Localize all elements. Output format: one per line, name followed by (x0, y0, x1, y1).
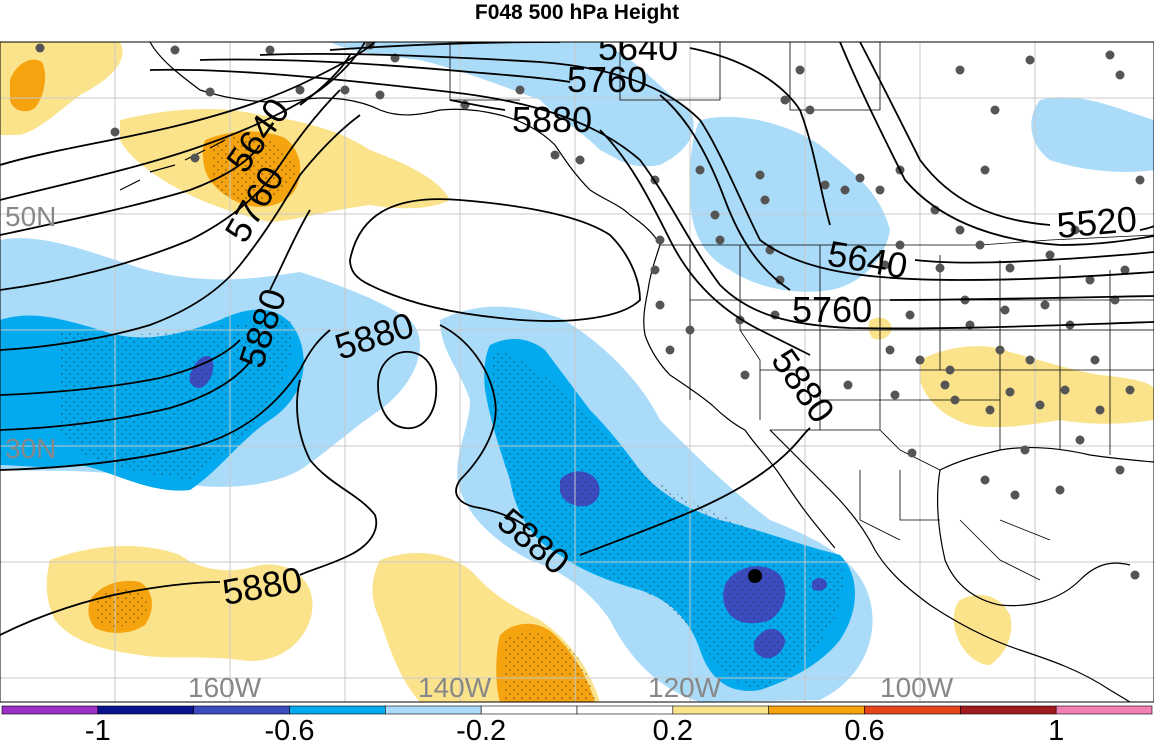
map-title: F048 500 hPa Height (474, 1, 680, 24)
colorbar-tick-label: -0.6 (265, 715, 315, 742)
contour-label: 5880 (512, 99, 592, 140)
contour-5580 (839, 42, 1154, 246)
aleutian-chain (119, 139, 226, 191)
contour-5880-west (0, 114, 361, 351)
gulf-coast (939, 446, 1154, 471)
alaska-coast (149, 42, 501, 116)
stipple-south (505, 632, 595, 702)
contour-5880-w3 (0, 361, 251, 431)
colorbar-swatch (768, 705, 865, 715)
lon-label-140w: 140W (418, 672, 492, 703)
map-frame (0, 41, 1154, 703)
contour-5880-w4 (0, 329, 331, 471)
colorbar-swatch (864, 705, 961, 715)
contour-5700-west (0, 42, 366, 201)
contour-label: 5760 (567, 59, 647, 100)
contour-5880-ring (377, 351, 438, 429)
colorbar-swatch (1055, 705, 1153, 715)
mexico-west-coast (769, 429, 1131, 702)
analysis-point (748, 569, 762, 583)
height-contours (0, 42, 1154, 636)
station-dots (35, 42, 1145, 580)
contour-5880-high (349, 198, 641, 322)
lat-label-30n: 30N (5, 433, 56, 464)
contour-label: 5520 (1055, 198, 1138, 246)
stipple-central (490, 350, 843, 690)
mexico-gulf-coast (936, 469, 1131, 607)
colorbar-swatch (385, 705, 482, 715)
contour-label: 5640 (598, 27, 678, 68)
lat-label-50n: 50N (5, 201, 56, 232)
colorbar-swatch (576, 705, 674, 715)
colorbar-swatch (193, 705, 290, 715)
contour-5700 (259, 52, 1154, 281)
contour-label: 5760 (792, 289, 872, 330)
lon-label-160w: 160W (188, 672, 262, 703)
contour-5760-west (0, 54, 351, 236)
colorbar-tick-label: 0.6 (844, 715, 884, 742)
contour-5880-south (579, 427, 811, 556)
contour-5760-top (199, 58, 1154, 301)
pos-light-southern-us (920, 346, 1154, 428)
stipple-gulf (210, 136, 296, 201)
colorbar-tick-label: -1 (85, 715, 111, 742)
colorbar-swatch (672, 705, 769, 715)
pos-light-mexico (953, 595, 1012, 665)
coastlines (119, 42, 1154, 702)
bc-coast (499, 114, 661, 246)
graticule (0, 42, 1154, 702)
neg-light-ne-far (1031, 97, 1154, 172)
graticule-labels: 50N 30N 160W 140W 120W 100W (5, 201, 954, 703)
stipple-sw (95, 589, 148, 627)
contour-5880-top (449, 99, 811, 356)
contour-5880-sw (0, 581, 221, 636)
baja-coast (744, 429, 836, 549)
us-west-coast (643, 244, 746, 431)
contour-5820-west (0, 89, 341, 291)
colorbar-swatch (289, 705, 386, 715)
lon-label-120w: 120W (648, 672, 722, 703)
stipple-west (60, 320, 292, 480)
colorbar: -1 -0.6 -0.2 0.2 0.6 1 (1, 705, 1153, 742)
contour-5820 (149, 68, 1154, 330)
colorbar-swatch (1, 705, 99, 715)
colorbar-swatch (480, 705, 578, 715)
colorbar-swatch (97, 705, 194, 715)
anomaly-shading (0, 42, 1154, 702)
contour-5880-center (296, 324, 531, 576)
colorbar-tick-label: 1 (1048, 715, 1064, 742)
colorbar-tick-label: 0.2 (653, 715, 693, 742)
contour-5640-west (0, 42, 376, 166)
colorbar-swatch (960, 705, 1057, 715)
lon-label-100w: 100W (880, 672, 954, 703)
contour-5880-w2 (0, 209, 311, 396)
colorbar-tick-label: -0.2 (456, 715, 506, 742)
